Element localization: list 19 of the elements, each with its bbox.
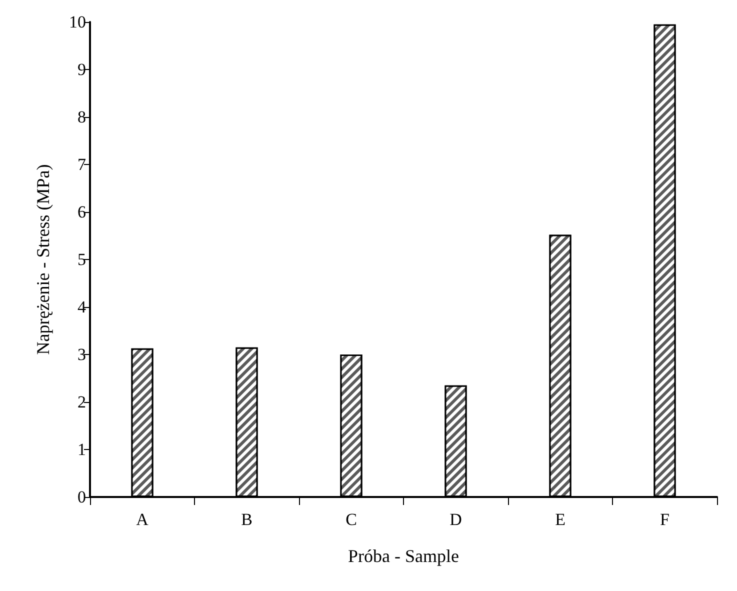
y-tick-label: 3 bbox=[78, 345, 86, 364]
x-tick-label: F bbox=[660, 510, 670, 529]
y-axis-title: Naprężenie - Stress (MPa) bbox=[33, 164, 53, 355]
y-tick-label: 0 bbox=[78, 488, 86, 506]
y-tick-label: 9 bbox=[78, 60, 86, 79]
y-tick-label: 7 bbox=[78, 155, 86, 174]
x-axis-title: Próba - Sample bbox=[348, 546, 459, 566]
x-tick-label: B bbox=[241, 510, 252, 529]
x-tick-label: A bbox=[136, 510, 150, 529]
x-tick-label: E bbox=[555, 510, 566, 529]
y-tick-label: 8 bbox=[78, 108, 86, 126]
y-tick-label: 4 bbox=[78, 298, 86, 316]
y-tick-label: 5 bbox=[78, 250, 86, 269]
x-tick-label: C bbox=[346, 510, 357, 529]
y-tick-label: 6 bbox=[78, 202, 86, 222]
x-tick-label: D bbox=[450, 510, 462, 529]
y-tick-label: 1 bbox=[78, 440, 86, 459]
y-tick-label: 10 bbox=[69, 12, 86, 32]
y-tick-label: 2 bbox=[78, 392, 86, 412]
